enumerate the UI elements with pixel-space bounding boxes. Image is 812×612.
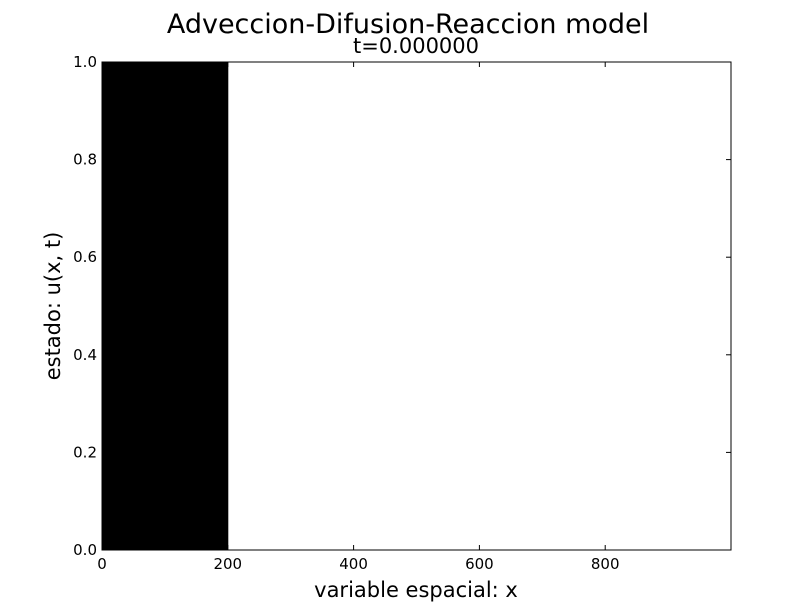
plot-frame [101, 61, 732, 551]
y-tick-label: 0.4 [73, 346, 97, 364]
x-tick-label: 0 [97, 555, 107, 573]
y-tick-label: 0.2 [73, 443, 97, 461]
x-tick-label: 200 [213, 555, 242, 573]
y-tick-label: 1.0 [73, 53, 97, 71]
y-tick-label: 0.0 [73, 541, 97, 559]
x-tick-label: 600 [465, 555, 494, 573]
y-tick-label: 0.8 [73, 151, 97, 169]
chart-title: Adveccion-Difusion-Reaccion model [167, 9, 649, 40]
y-axis-label: estado: u(x, t) [41, 232, 65, 381]
x-tick-label: 400 [339, 555, 368, 573]
x-axis-ticks: 0 200 400 600 800 [97, 62, 620, 573]
y-axis-ticks: 0.0 0.2 0.4 0.6 0.8 1.0 [73, 53, 731, 559]
plot-area: 0 200 400 600 800 0.0 0.2 0.4 0.6 0.8 1.0 [73, 53, 732, 573]
y-tick-label: 0.6 [73, 248, 97, 266]
x-tick-label: 800 [591, 555, 620, 573]
x-axis-label: variable espacial: x [314, 578, 518, 602]
chart-subtitle: t=0.000000 [353, 34, 479, 58]
